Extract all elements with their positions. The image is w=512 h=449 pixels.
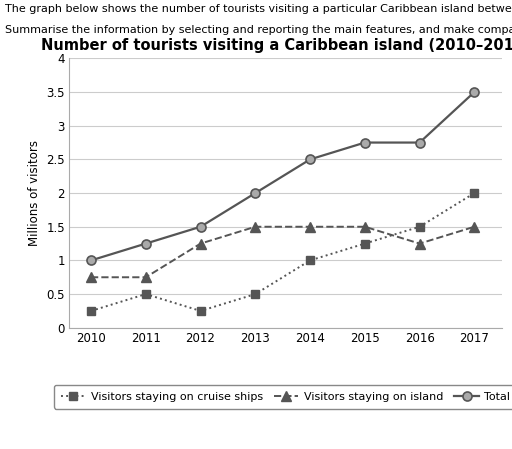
Y-axis label: Millions of visitors: Millions of visitors (28, 140, 41, 246)
Legend: Visitors staying on cruise ships, Visitors staying on island, Total: Visitors staying on cruise ships, Visito… (54, 384, 512, 409)
Text: Summarise the information by selecting and reporting the main features, and make: Summarise the information by selecting a… (5, 25, 512, 35)
Text: The graph below shows the number of tourists visiting a particular Caribbean isl: The graph below shows the number of tour… (5, 4, 512, 14)
Title: Number of tourists visiting a Caribbean island (2010–2017): Number of tourists visiting a Caribbean … (40, 38, 512, 53)
